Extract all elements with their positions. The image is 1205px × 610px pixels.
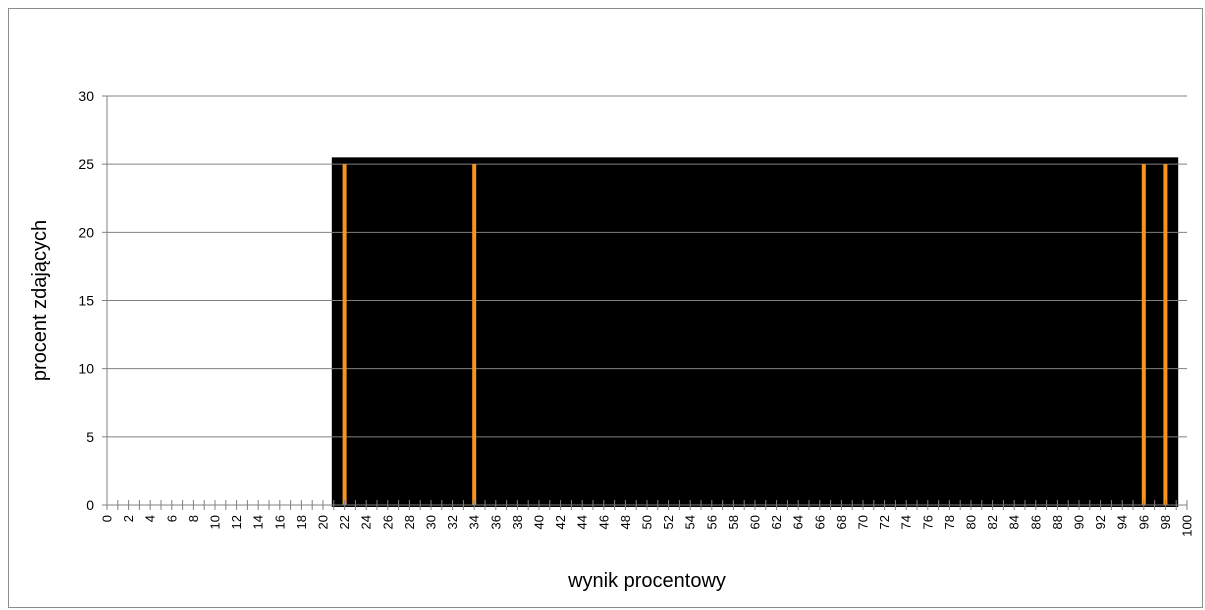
x-tick-label: 18 (294, 515, 309, 529)
bar (1141, 164, 1146, 505)
x-tick-label: 38 (510, 515, 525, 529)
x-tick-label: 72 (877, 515, 892, 529)
x-tick-label: 26 (380, 515, 395, 529)
y-tick-label: 5 (86, 429, 94, 445)
bar (472, 164, 477, 505)
y-tick-label: 25 (78, 156, 94, 172)
x-tick-label: 32 (445, 515, 460, 529)
y-tick-label: 0 (86, 497, 94, 513)
x-tick-label: 52 (661, 515, 676, 529)
x-tick-label: 96 (1136, 515, 1151, 529)
x-tick-label: 86 (1028, 515, 1043, 529)
x-tick-label: 50 (640, 515, 655, 529)
x-tick-label: 36 (488, 515, 503, 529)
y-axis-title: procent zdających (29, 220, 51, 381)
x-tick-label: 44 (575, 515, 590, 529)
x-tick-label: 64 (791, 515, 806, 529)
x-tick-label: 56 (704, 515, 719, 529)
x-tick-label: 24 (359, 515, 374, 529)
bar (342, 164, 347, 505)
x-tick-label: 0 (100, 515, 115, 522)
x-tick-label: 70 (856, 515, 871, 529)
x-tick-label: 16 (272, 515, 287, 529)
x-tick-label: 66 (812, 515, 827, 529)
y-tick-label: 30 (78, 88, 94, 104)
x-tick-label: 100 (1180, 515, 1195, 537)
x-tick-label: 14 (251, 515, 266, 529)
x-tick-label: 98 (1158, 515, 1173, 529)
x-tick-label: 42 (553, 515, 568, 529)
x-axis-title: wynik procentowy (567, 570, 726, 592)
x-tick-label: 54 (683, 515, 698, 529)
x-tick-label: 74 (899, 515, 914, 529)
x-tick-label: 84 (1007, 515, 1022, 529)
x-tick-label: 10 (208, 515, 223, 529)
x-tick-label: 28 (402, 515, 417, 529)
y-tick-label: 20 (78, 224, 94, 240)
x-tick-label: 6 (164, 515, 179, 522)
x-tick-label: 30 (424, 515, 439, 529)
x-tick-label: 46 (596, 515, 611, 529)
x-tick-label: 94 (1115, 515, 1130, 529)
x-tick-label: 76 (920, 515, 935, 529)
y-tick-label: 10 (78, 361, 94, 377)
x-tick-label: 58 (726, 515, 741, 529)
x-tick-label: 40 (532, 515, 547, 529)
x-tick-label: 20 (316, 515, 331, 529)
x-tick-label: 80 (964, 515, 979, 529)
x-tick-label: 12 (229, 515, 244, 529)
y-tick-label: 15 (78, 293, 94, 309)
x-tick-label: 48 (618, 515, 633, 529)
x-tick-label: 8 (186, 515, 201, 522)
x-tick-label: 78 (942, 515, 957, 529)
highlight-region (331, 157, 1179, 507)
x-tick-label: 92 (1093, 515, 1108, 529)
x-tick-label: 82 (985, 515, 1000, 529)
x-tick-label: 60 (748, 515, 763, 529)
x-tick-label: 68 (834, 515, 849, 529)
bar (1163, 164, 1168, 505)
x-tick-label: 4 (143, 515, 158, 522)
x-tick-label: 22 (337, 515, 352, 529)
x-tick-label: 62 (769, 515, 784, 529)
x-tick-label: 88 (1050, 515, 1065, 529)
x-tick-label: 34 (467, 515, 482, 529)
x-tick-label: 90 (1072, 515, 1087, 529)
x-tick-label: 2 (121, 515, 136, 522)
